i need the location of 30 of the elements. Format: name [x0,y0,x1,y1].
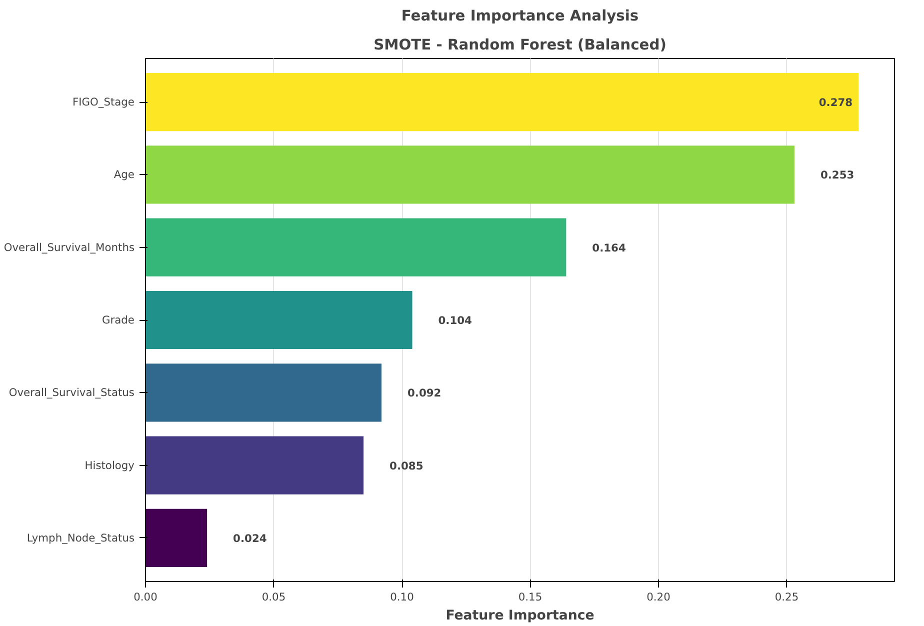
x-tick-label: 0.10 [390,590,414,604]
data-label: 0.253 [820,168,854,182]
data-label: 0.164 [592,241,626,254]
bar [146,218,566,276]
bar [146,146,794,204]
bar [146,436,364,494]
bar [146,508,208,567]
bar [146,290,412,350]
y-tick-label: Lymph_Node_Status [26,531,135,544]
data-label: 0.085 [390,459,424,472]
x-tick-label: 0.15 [518,590,542,604]
x-tick-label: 0.25 [774,590,799,604]
y-tick-label: Overall_Survival_Months [4,240,135,254]
x-tick-label: 0.20 [646,590,671,604]
y-tick-label: Age [114,168,135,182]
y-tick-label: Histology [84,458,135,472]
data-label: 0.104 [438,314,472,327]
chart-title: Feature Importance Analysis [401,8,639,24]
data-label: 0.092 [407,386,442,400]
data-label: 0.024 [233,532,267,545]
y-tick-label: FIGO_Stage [72,96,135,109]
chart-subtitle: SMOTE - Random Forest (Balanced) [374,36,666,54]
bar [146,364,382,422]
data-label: 0.278 [818,96,853,110]
x-axis-title: Feature Importance [446,608,594,624]
x-tick-label: 0.00 [134,590,158,604]
bar [146,73,859,132]
x-tick-label: 0.05 [262,590,286,604]
y-tick-label: Overall_Survival_Status [8,386,135,400]
y-tick-label: Grade [102,314,135,326]
